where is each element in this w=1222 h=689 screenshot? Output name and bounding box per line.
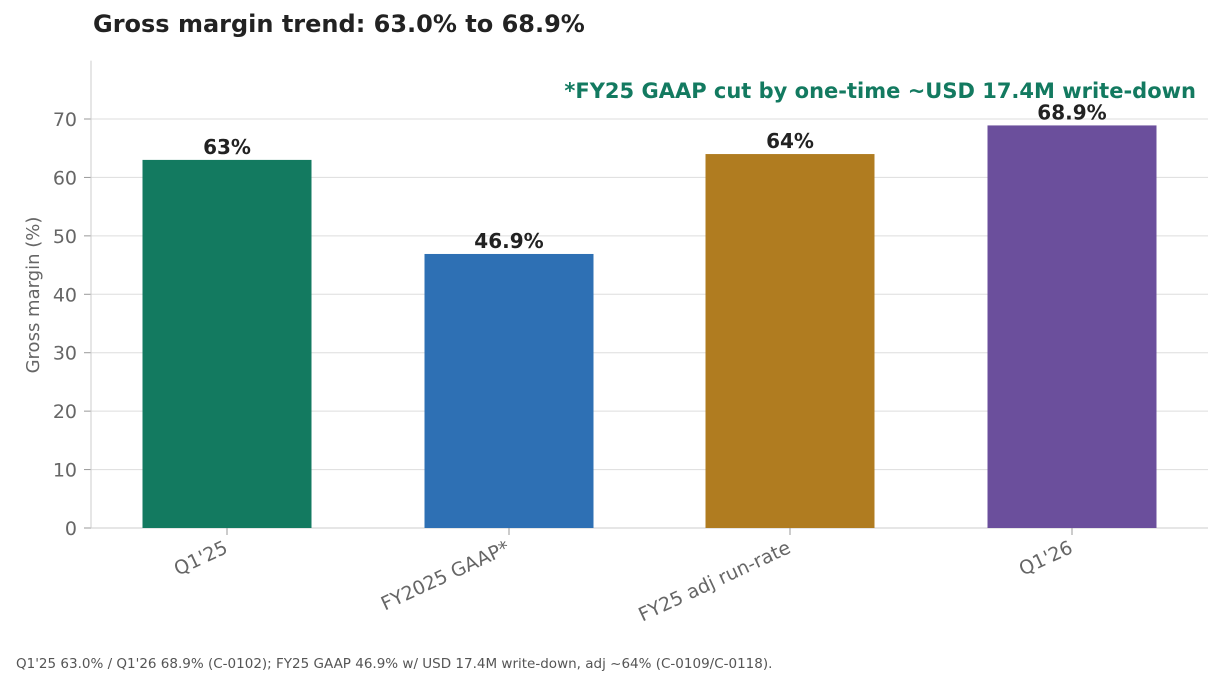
y-tick-label: 50 [53, 226, 77, 248]
data-labels: 63% 46.9% 64% 68.9% [203, 100, 1107, 253]
bars [142, 125, 1157, 529]
y-tick-label: 70 [53, 109, 77, 131]
data-label: 64% [766, 129, 814, 153]
y-tick-label: 30 [53, 343, 77, 365]
x-tick-label: FY25 adj run-rate [635, 537, 794, 627]
bar [142, 159, 312, 528]
data-label: 68.9% [1037, 100, 1106, 124]
chart-annotation: *FY25 GAAP cut by one-time ~USD 17.4M wr… [564, 79, 1196, 103]
y-tick-label: 0 [65, 518, 77, 540]
x-tick-label: Q1'26 [1016, 537, 1076, 581]
y-tick-label: 20 [53, 401, 77, 423]
source-note: Q1'25 63.0% / Q1'26 68.9% (C-0102); FY25… [16, 656, 773, 672]
y-tick-label: 40 [53, 284, 77, 306]
y-tick-label: 60 [53, 167, 77, 189]
bar [705, 154, 875, 529]
bar [424, 253, 594, 528]
data-label: 63% [203, 135, 251, 159]
data-label: 46.9% [474, 229, 543, 253]
y-tick-label: 10 [53, 460, 77, 482]
x-tick-label: FY2025 GAAP* [378, 537, 513, 616]
y-axis-label: Gross margin (%) [23, 217, 44, 374]
chart-title: Gross margin trend: 63.0% to 68.9% [93, 10, 585, 38]
x-tick-label: Q1'25 [171, 537, 231, 581]
bar [987, 125, 1157, 529]
